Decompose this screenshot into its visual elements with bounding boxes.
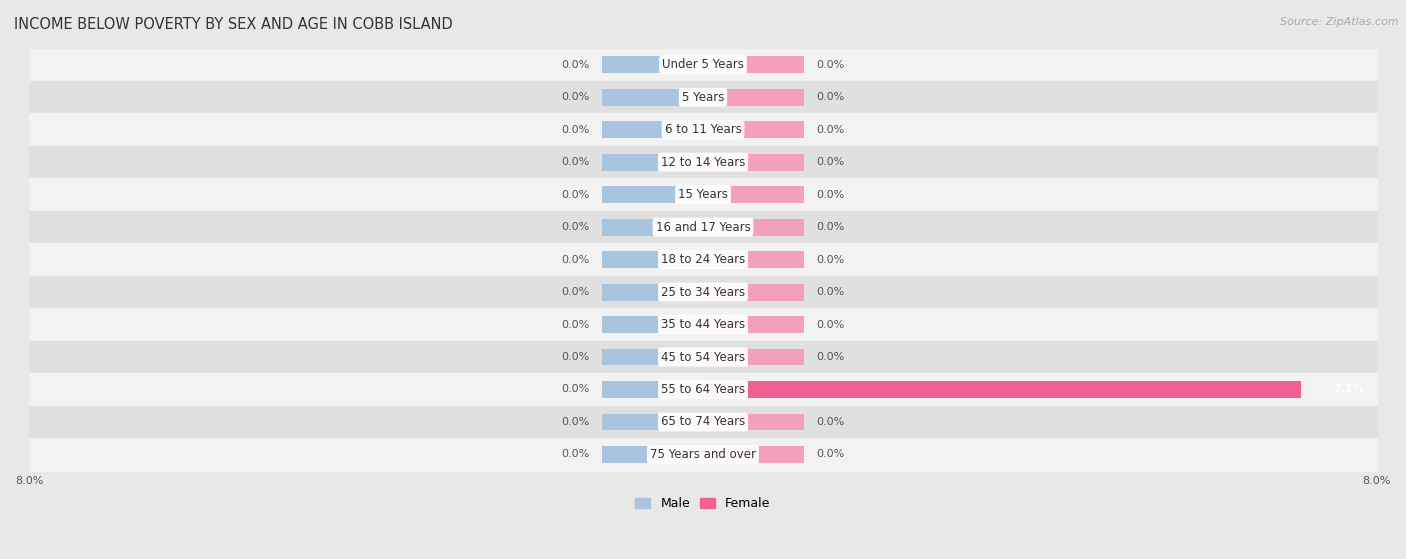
Text: 0.0%: 0.0% [561, 320, 589, 330]
Text: 0.0%: 0.0% [817, 417, 845, 427]
Bar [703, 186, 804, 203]
Text: 0.0%: 0.0% [561, 287, 589, 297]
Bar [602, 251, 703, 268]
Text: 15 Years: 15 Years [678, 188, 728, 201]
Bar [703, 414, 804, 430]
Text: 0.0%: 0.0% [817, 320, 845, 330]
Bar [602, 349, 703, 366]
Text: 0.0%: 0.0% [561, 92, 589, 102]
Text: 18 to 24 Years: 18 to 24 Years [661, 253, 745, 266]
Text: 7.1%: 7.1% [1333, 385, 1364, 395]
Text: 55 to 64 Years: 55 to 64 Years [661, 383, 745, 396]
Bar [602, 283, 703, 301]
Bar [703, 283, 804, 301]
Text: 35 to 44 Years: 35 to 44 Years [661, 318, 745, 331]
Bar [602, 186, 703, 203]
Text: 75 Years and over: 75 Years and over [650, 448, 756, 461]
Text: 0.0%: 0.0% [817, 449, 845, 459]
Bar [602, 381, 703, 398]
Text: 0.0%: 0.0% [561, 190, 589, 200]
Text: 0.0%: 0.0% [561, 60, 589, 70]
Bar [602, 219, 703, 235]
Text: 0.0%: 0.0% [817, 287, 845, 297]
Text: 0.0%: 0.0% [817, 92, 845, 102]
Text: Source: ZipAtlas.com: Source: ZipAtlas.com [1281, 17, 1399, 27]
Bar [703, 381, 1301, 398]
Legend: Male, Female: Male, Female [630, 492, 776, 515]
Bar [602, 316, 703, 333]
Text: 0.0%: 0.0% [561, 417, 589, 427]
Text: 0.0%: 0.0% [561, 385, 589, 395]
Text: 0.0%: 0.0% [561, 449, 589, 459]
Text: Under 5 Years: Under 5 Years [662, 58, 744, 72]
Bar [602, 154, 703, 170]
Text: INCOME BELOW POVERTY BY SEX AND AGE IN COBB ISLAND: INCOME BELOW POVERTY BY SEX AND AGE IN C… [14, 17, 453, 32]
Text: 0.0%: 0.0% [561, 222, 589, 232]
Bar [703, 121, 804, 138]
Text: 0.0%: 0.0% [561, 254, 589, 264]
Bar [602, 121, 703, 138]
Text: 0.0%: 0.0% [561, 125, 589, 135]
Text: 0.0%: 0.0% [817, 222, 845, 232]
Text: 12 to 14 Years: 12 to 14 Years [661, 156, 745, 169]
Text: 0.0%: 0.0% [817, 190, 845, 200]
Bar [602, 56, 703, 73]
Text: 0.0%: 0.0% [561, 352, 589, 362]
Text: 5 Years: 5 Years [682, 91, 724, 104]
Text: 0.0%: 0.0% [817, 352, 845, 362]
Text: 6 to 11 Years: 6 to 11 Years [665, 123, 741, 136]
Bar [703, 251, 804, 268]
Bar [703, 446, 804, 463]
Text: 0.0%: 0.0% [817, 125, 845, 135]
Bar [703, 349, 804, 366]
Text: 0.0%: 0.0% [817, 60, 845, 70]
Bar [703, 154, 804, 170]
Text: 0.0%: 0.0% [561, 157, 589, 167]
Bar [602, 89, 703, 106]
Bar [703, 89, 804, 106]
Bar [703, 316, 804, 333]
Bar [703, 219, 804, 235]
Text: 65 to 74 Years: 65 to 74 Years [661, 415, 745, 428]
Text: 0.0%: 0.0% [817, 157, 845, 167]
Text: 16 and 17 Years: 16 and 17 Years [655, 221, 751, 234]
Text: 45 to 54 Years: 45 to 54 Years [661, 350, 745, 363]
Text: 0.0%: 0.0% [817, 254, 845, 264]
Bar [703, 56, 804, 73]
Bar [602, 414, 703, 430]
Text: 25 to 34 Years: 25 to 34 Years [661, 286, 745, 299]
Bar [602, 446, 703, 463]
